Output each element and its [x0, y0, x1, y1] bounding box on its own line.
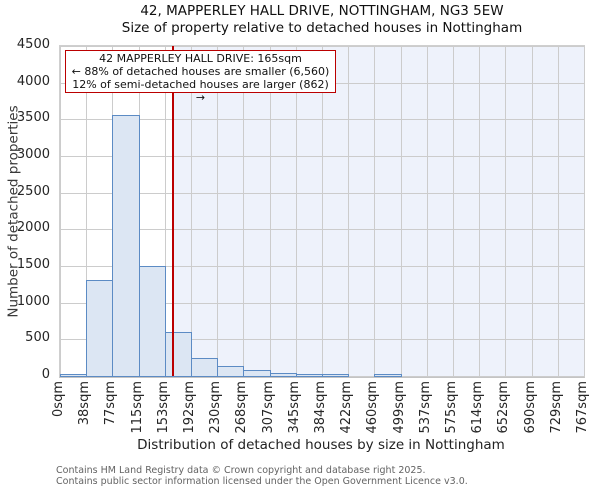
gridline-vertical	[427, 46, 428, 376]
x-tick-label: 153sqm	[155, 381, 171, 434]
gridline-horizontal	[60, 46, 584, 47]
x-tick-label: 537sqm	[417, 381, 433, 434]
gridline-vertical	[270, 46, 271, 376]
x-axis-label: Distribution of detached houses by size …	[137, 437, 505, 453]
y-tick-label: 1000	[16, 293, 50, 309]
footer-attribution: Contains HM Land Registry data © Crown c…	[56, 465, 468, 487]
histogram-bar	[191, 358, 219, 377]
gridline-horizontal	[60, 266, 584, 267]
histogram-bar	[322, 374, 350, 377]
x-tick-label: 690sqm	[522, 381, 538, 434]
x-tick-label: 0sqm	[51, 381, 66, 417]
gridline-vertical	[322, 46, 323, 376]
gridline-vertical	[584, 46, 585, 376]
x-tick-label: 499sqm	[391, 381, 407, 434]
gridline-vertical	[348, 46, 349, 376]
gridline-vertical	[453, 46, 454, 376]
histogram-bar	[112, 114, 140, 377]
annotation-box: 42 MAPPERLEY HALL DRIVE: 165sqm ← 88% of…	[65, 50, 336, 104]
y-tick-label: 0	[41, 367, 50, 382]
x-tick-label: 575sqm	[444, 381, 459, 434]
y-tick-label: 3000	[16, 147, 50, 162]
annotation-line-3: 12% of semi-detached houses are larger (…	[72, 78, 329, 104]
x-tick-label: 345sqm	[286, 381, 302, 434]
x-tick-label: 384sqm	[313, 381, 328, 434]
gridline-horizontal	[60, 156, 584, 157]
histogram-bar	[138, 265, 166, 377]
histogram-bar	[217, 366, 245, 377]
y-tick-label: 2000	[16, 220, 50, 236]
x-tick-label: 115sqm	[129, 381, 145, 434]
chart-subtitle: Size of property relative to detached ho…	[121, 20, 523, 36]
y-tick-label: 4000	[16, 73, 50, 89]
gridline-horizontal	[60, 229, 584, 230]
gridline-vertical	[401, 46, 402, 376]
x-tick-label: 460sqm	[365, 381, 381, 434]
chart-title: 42, MAPPERLEY HALL DRIVE, NOTTINGHAM, NG…	[140, 3, 504, 19]
gridline-vertical	[86, 46, 87, 376]
x-tick-label: 38sqm	[77, 381, 93, 426]
y-tick-label: 4500	[16, 37, 50, 52]
gridline-vertical	[191, 46, 192, 376]
y-tick-label: 3500	[16, 110, 50, 126]
gridline-vertical	[217, 46, 218, 376]
y-tick-label: 2500	[16, 183, 50, 199]
x-tick-label: 230sqm	[208, 381, 224, 434]
histogram-bar	[86, 279, 114, 377]
y-tick-label: 500	[25, 330, 50, 346]
x-tick-label: 268sqm	[234, 381, 250, 434]
x-tick-label: 422sqm	[339, 381, 355, 434]
footer-line-1: Contains HM Land Registry data © Crown c…	[56, 465, 426, 476]
gridline-vertical	[479, 46, 480, 376]
histogram-bar	[374, 374, 402, 377]
shaded-region-larger-properties	[172, 46, 584, 376]
histogram-bar	[295, 374, 323, 377]
x-tick-label: 614sqm	[470, 381, 486, 434]
gridline-vertical	[165, 46, 166, 376]
y-tick-label: 1500	[16, 257, 50, 272]
x-tick-label: 767sqm	[575, 381, 590, 434]
histogram-bar	[243, 370, 271, 377]
gridline-vertical	[532, 46, 533, 376]
annotation-line-1: 42 MAPPERLEY HALL DRIVE: 165sqm	[99, 52, 302, 65]
gridline-horizontal	[60, 119, 584, 120]
x-tick-label: 77sqm	[103, 381, 119, 426]
plot-area	[59, 45, 585, 378]
x-tick-label: 652sqm	[496, 381, 512, 434]
gridline-vertical	[558, 46, 559, 376]
x-tick-label: 192sqm	[182, 381, 197, 434]
gridline-vertical	[60, 46, 61, 376]
x-tick-label: 729sqm	[548, 381, 564, 434]
annotation-line-2: ← 88% of detached houses are smaller (6,…	[71, 65, 330, 78]
gridline-vertical	[296, 46, 297, 376]
gridline-vertical	[505, 46, 506, 376]
histogram-bar	[269, 372, 297, 377]
gridline-horizontal	[60, 339, 584, 340]
histogram-bar	[164, 332, 192, 377]
gridline-horizontal	[60, 193, 584, 194]
property-size-marker-line	[171, 46, 174, 376]
gridline-horizontal	[60, 303, 584, 304]
x-tick-label: 307sqm	[260, 381, 276, 434]
histogram-bar	[60, 374, 88, 377]
gridline-vertical	[243, 46, 244, 376]
gridline-vertical	[374, 46, 375, 376]
footer-line-2: Contains public sector information licen…	[56, 476, 468, 487]
